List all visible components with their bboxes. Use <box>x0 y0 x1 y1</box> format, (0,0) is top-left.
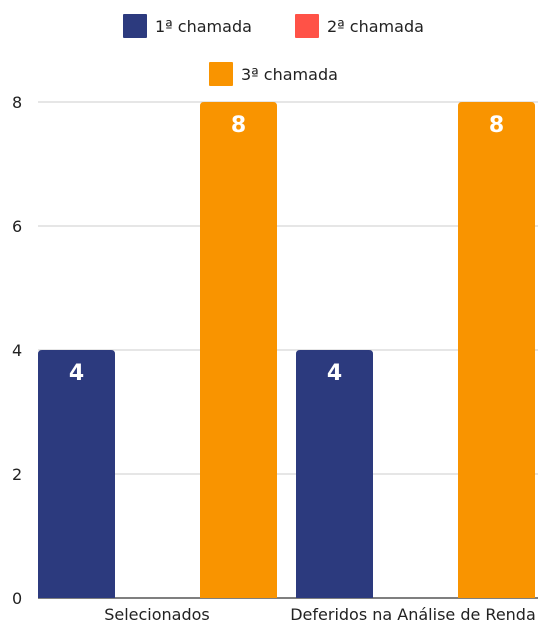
category-label-selecionados: Selecionados <box>104 605 210 624</box>
y-tick-label-0: 0 <box>12 589 22 608</box>
x-axis-category-labels: Selecionados Deferidos na Análise de Ren… <box>104 605 536 624</box>
data-label-1-0: 4 <box>327 361 342 386</box>
data-label-0-2: 8 <box>231 113 246 138</box>
y-axis-tick-labels: 0 2 4 6 8 <box>12 93 22 608</box>
y-tick-label-4: 4 <box>12 341 22 360</box>
bar-1-2[interactable] <box>458 102 535 598</box>
legend-swatch-3a-chamada <box>209 62 233 86</box>
data-label-1-2: 8 <box>489 113 504 138</box>
legend-item-1a-chamada[interactable]: 1ª chamada <box>123 14 252 38</box>
bar-0-2[interactable] <box>200 102 277 598</box>
legend: 1ª chamada 2ª chamada 3ª chamada <box>123 14 424 86</box>
bar-1-0[interactable] <box>296 350 373 598</box>
legend-item-3a-chamada[interactable]: 3ª chamada <box>209 62 338 86</box>
category-label-deferidos: Deferidos na Análise de Renda <box>290 605 536 624</box>
bar-0-0[interactable] <box>38 350 115 598</box>
data-labels: 4 8 4 8 <box>69 113 504 386</box>
y-tick-label-8: 8 <box>12 93 22 112</box>
gridlines <box>38 101 538 599</box>
legend-label-2a-chamada: 2ª chamada <box>327 17 424 36</box>
legend-label-1a-chamada: 1ª chamada <box>155 17 252 36</box>
legend-label-3a-chamada: 3ª chamada <box>241 65 338 84</box>
legend-item-2a-chamada[interactable]: 2ª chamada <box>295 14 424 38</box>
y-tick-label-2: 2 <box>12 465 22 484</box>
legend-swatch-2a-chamada <box>295 14 319 38</box>
bars <box>38 102 535 598</box>
data-label-0-0: 4 <box>69 361 84 386</box>
y-tick-label-6: 6 <box>12 217 22 236</box>
legend-swatch-1a-chamada <box>123 14 147 38</box>
